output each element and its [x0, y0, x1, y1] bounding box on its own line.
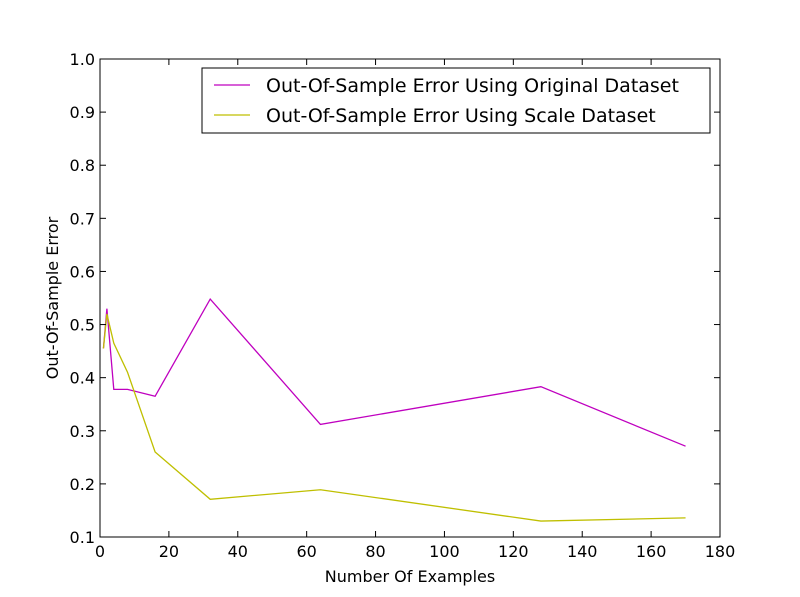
x-tick-label: 40 — [228, 542, 248, 561]
y-tick-label: 0.8 — [70, 156, 95, 175]
y-tick-label: 0.5 — [70, 316, 95, 335]
legend-label-scale: Out-Of-Sample Error Using Scale Dataset — [266, 105, 656, 127]
y-tick-label: 0.1 — [70, 528, 95, 547]
x-tick-label: 100 — [429, 542, 460, 561]
series-line-scale — [102, 313, 686, 522]
x-tick-label: 180 — [705, 542, 736, 561]
y-tick-label: 0.3 — [70, 422, 95, 441]
legend-label-original: Out-Of-Sample Error Using Original Datas… — [266, 75, 679, 97]
x-tick-label: 60 — [296, 542, 316, 561]
x-tick-label: 80 — [365, 542, 385, 561]
legend-frame — [201, 67, 711, 134]
plot-area-frame — [99, 58, 721, 538]
y-tick-label: 0.4 — [70, 369, 95, 388]
y-tick-label: 0.7 — [70, 209, 95, 228]
y-tick-label: 0.6 — [70, 262, 95, 281]
x-tick-label: 140 — [567, 542, 598, 561]
legend: Out-Of-Sample Error Using Original Datas… — [201, 67, 711, 134]
x-tick-label: 160 — [636, 542, 667, 561]
ticks-layer: 0 20 40 60 80 100 120 140 160 180 0.1 0.2 0.3 0.4 0.5 0… — [70, 50, 736, 561]
x-tick-label: 120 — [498, 542, 529, 561]
y-tick-label: 1.0 — [70, 50, 95, 69]
y-tick-label: 0.2 — [70, 475, 95, 494]
x-tick-label: 0 — [95, 542, 105, 561]
x-tick-label: 20 — [159, 542, 179, 561]
y-axis-label: Out-Of-Sample Error — [43, 216, 62, 379]
x-axis-label: Number Of Examples — [325, 567, 495, 586]
series-layer — [102, 297, 686, 522]
y-tick-label: 0.9 — [70, 103, 95, 122]
series-line-original — [102, 297, 686, 447]
